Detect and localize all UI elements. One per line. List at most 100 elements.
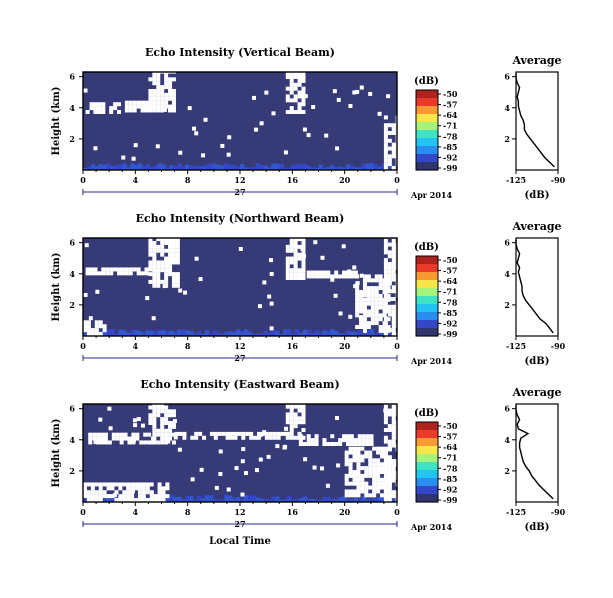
heatmap-cell [389,163,394,170]
heatmap-cell [293,424,298,429]
heatmap-cells [83,400,400,502]
heatmap-cell [383,332,388,336]
average-frame [515,237,559,337]
heatmap-cell [192,333,198,336]
heatmap-cell [212,330,217,336]
heatmap-cell [181,329,186,336]
heatmap-cell [140,271,145,276]
colorbar-swatch [416,258,438,261]
heatmap-cell [171,256,176,261]
heatmap-cell [83,88,88,93]
heatmap-cell [376,470,381,474]
panel-2: Echo Intensity (Eastward Beam)642Height … [51,378,566,547]
heatmap-cell [387,154,392,159]
heatmap-cell [164,260,169,265]
heatmap-cell [297,404,302,409]
heatmap-cell [102,490,107,495]
colorbar-swatch [416,124,438,127]
heatmap-cell [134,482,139,487]
heatmap-cell [301,98,306,103]
heatmap-cell [366,301,371,306]
heatmap-cell [356,454,361,459]
heatmap-cell [383,482,388,487]
heatmap-cell [387,485,392,490]
heatmap-cell [356,446,361,451]
heatmap-cell [383,455,388,460]
colorbar-swatch [416,102,438,105]
heatmap-cell [360,466,365,471]
heatmap-cell [100,432,105,437]
heatmap-cell [124,267,129,272]
heatmap-cell [275,163,280,170]
heatmap-cell [284,431,289,436]
heatmap-cell [152,413,157,418]
heatmap-cell [387,494,392,499]
heatmap-cell [255,163,261,170]
heatmap-cell [355,301,360,306]
heatmap-cell [285,75,290,79]
heatmap-cell [185,496,190,502]
heatmap-cell [160,424,165,429]
heatmap-cell [383,293,388,298]
colorbar-tick-label: -71 [443,287,457,297]
heatmap-cell [136,271,141,276]
heatmap-cell [157,494,162,499]
heatmap-cell [86,490,91,495]
heatmap-cell [152,405,157,410]
heatmap-cell [383,428,388,432]
heatmap-cell [387,455,392,460]
heatmap-cell [168,264,173,269]
heatmap-cell [168,432,173,437]
heatmap-cell [89,106,94,111]
heatmap-cell [373,333,378,336]
colorbar-swatch [416,330,438,333]
heatmap-cell [344,481,349,486]
panel-1: Echo Intensity (Northward Beam)642Height… [51,212,566,367]
heatmap-cell [98,417,103,422]
heatmap-cell [118,164,123,170]
heatmap-cell [387,312,392,317]
heatmap-cell [115,432,120,437]
heatmap-cell [378,293,383,298]
heatmap-cell [387,277,392,282]
heatmap-cell [374,305,379,310]
colorbar-swatch [416,312,438,315]
heatmap-cell [310,270,315,275]
date-day-label: 27 [234,519,245,529]
heatmap-cell [391,238,396,243]
heatmap-cell [152,81,157,86]
average-frame [515,71,559,171]
heatmap-cell [152,248,157,253]
heatmap-cell [117,271,122,276]
heatmap-cell [383,459,388,464]
heatmap-cell [249,435,254,440]
heatmap-cell [148,104,153,109]
heatmap-cell [297,256,302,261]
heatmap-cell [383,297,388,301]
heatmap-cell [188,165,194,170]
heatmap-cell [164,248,169,253]
heatmap-cell [168,252,173,257]
heatmap-cell [168,77,173,82]
heatmap-cell [334,166,339,170]
colorbar-swatch [416,486,438,489]
heatmap-cell [306,434,311,439]
heatmap-cell [359,297,364,302]
heatmap-cell [151,316,156,321]
heatmap-cell [348,103,353,108]
heatmap-cell [100,436,105,441]
heatmap-cell [302,329,308,336]
heatmap-cell [383,246,388,251]
heatmap-cell [391,308,396,313]
colorbar-swatch [416,292,438,295]
heatmap-cell [152,108,157,113]
colorbar-swatch [416,482,438,485]
heatmap-cell [387,328,392,333]
heatmap-cell [369,163,374,170]
heatmap-cell [297,106,302,111]
heatmap-cell [366,290,371,294]
heatmap-cell [173,165,178,170]
heatmap-cell [173,435,178,440]
heatmap-cell [310,498,316,502]
heatmap-cell [156,77,161,82]
